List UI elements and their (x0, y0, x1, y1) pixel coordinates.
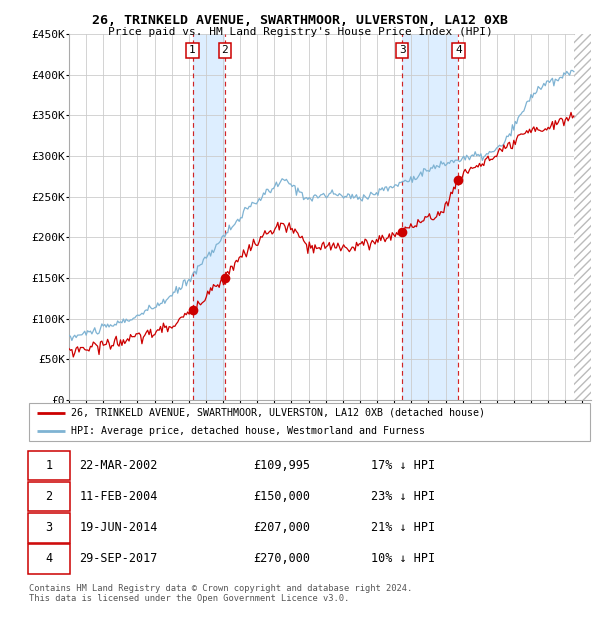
FancyBboxPatch shape (28, 513, 70, 542)
Text: 2: 2 (221, 45, 228, 55)
Text: £270,000: £270,000 (253, 552, 310, 565)
FancyBboxPatch shape (28, 482, 70, 511)
Text: 1: 1 (45, 459, 52, 472)
Text: 4: 4 (45, 552, 52, 565)
Text: £109,995: £109,995 (253, 459, 310, 472)
Text: 3: 3 (399, 45, 406, 55)
Bar (574, 34, 591, 400)
Text: 23% ↓ HPI: 23% ↓ HPI (371, 490, 435, 503)
Text: Contains HM Land Registry data © Crown copyright and database right 2024.
This d: Contains HM Land Registry data © Crown c… (29, 584, 412, 603)
FancyBboxPatch shape (29, 403, 590, 441)
Text: Price paid vs. HM Land Registry's House Price Index (HPI): Price paid vs. HM Land Registry's House … (107, 27, 493, 37)
FancyBboxPatch shape (28, 451, 70, 481)
Text: 4: 4 (455, 45, 462, 55)
Text: HPI: Average price, detached house, Westmorland and Furness: HPI: Average price, detached house, West… (71, 427, 425, 436)
Text: 26, TRINKELD AVENUE, SWARTHMOOR, ULVERSTON, LA12 0XB: 26, TRINKELD AVENUE, SWARTHMOOR, ULVERST… (92, 14, 508, 27)
Text: £207,000: £207,000 (253, 521, 310, 534)
Text: 1: 1 (189, 45, 196, 55)
Text: 19-JUN-2014: 19-JUN-2014 (79, 521, 158, 534)
Text: 17% ↓ HPI: 17% ↓ HPI (371, 459, 435, 472)
Text: 2: 2 (45, 490, 52, 503)
Text: 11-FEB-2004: 11-FEB-2004 (79, 490, 158, 503)
Text: 3: 3 (45, 521, 52, 534)
Bar (574, 34, 591, 400)
Bar (402, 34, 458, 400)
Text: 10% ↓ HPI: 10% ↓ HPI (371, 552, 435, 565)
Text: £150,000: £150,000 (253, 490, 310, 503)
Text: 26, TRINKELD AVENUE, SWARTHMOOR, ULVERSTON, LA12 0XB (detached house): 26, TRINKELD AVENUE, SWARTHMOOR, ULVERST… (71, 408, 485, 418)
Text: 21% ↓ HPI: 21% ↓ HPI (371, 521, 435, 534)
Bar (193, 34, 225, 400)
FancyBboxPatch shape (28, 544, 70, 574)
Text: 29-SEP-2017: 29-SEP-2017 (79, 552, 158, 565)
Text: 22-MAR-2002: 22-MAR-2002 (79, 459, 158, 472)
